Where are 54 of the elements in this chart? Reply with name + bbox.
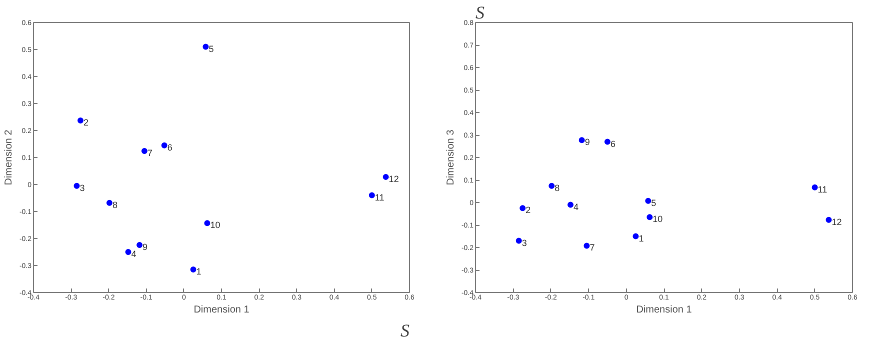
point [646, 214, 653, 220]
annotation: 11 [818, 184, 828, 194]
point [578, 137, 585, 144]
point [548, 182, 555, 189]
annotation: 6 [610, 138, 616, 149]
point [202, 44, 209, 50]
point [584, 242, 590, 249]
point [74, 182, 80, 189]
y-axis-title: Dimension 2 [3, 129, 14, 186]
annotation: 12 [832, 216, 842, 227]
point [161, 142, 168, 148]
y-axis-title: Dimension 3 [445, 129, 456, 186]
point [568, 202, 574, 208]
annotation: 5 [651, 198, 656, 208]
point [106, 200, 112, 206]
point [382, 174, 389, 180]
annotation: 3 [80, 182, 85, 193]
text: S [476, 2, 484, 22]
annotation: 2 [526, 205, 531, 216]
point [632, 233, 639, 240]
point [826, 216, 832, 223]
point [136, 242, 143, 248]
annotation: 11 [374, 192, 384, 202]
point [516, 238, 522, 244]
annotation: 3 [522, 238, 527, 248]
x-axis-title: Dimension 1 [194, 304, 250, 316]
annotation: 5 [208, 44, 214, 54]
annotation: 10 [652, 214, 663, 224]
annotation: 2 [84, 118, 89, 128]
annotation: 9 [584, 137, 590, 148]
point [141, 148, 148, 154]
x-axis-title: Dimension 1 [636, 304, 692, 316]
point [645, 198, 652, 204]
annotation: 1 [638, 233, 644, 244]
text: S [400, 320, 410, 340]
annotation: 8 [554, 182, 560, 193]
point [812, 184, 818, 190]
point [520, 205, 526, 212]
point [78, 118, 84, 124]
annotation: 7 [590, 242, 595, 253]
annotation: 8 [112, 200, 118, 210]
annotation: 7 [147, 148, 152, 158]
annotation: 4 [131, 249, 136, 259]
annotation: 4 [574, 202, 579, 212]
annotation: 9 [142, 242, 148, 252]
point [204, 220, 210, 226]
annotation: 12 [388, 174, 399, 184]
point [190, 266, 196, 273]
annotation: 10 [210, 220, 220, 230]
point [368, 192, 375, 198]
annotation: 1 [196, 266, 202, 277]
point [604, 138, 610, 145]
point [125, 249, 132, 255]
annotation: 6 [167, 142, 172, 152]
